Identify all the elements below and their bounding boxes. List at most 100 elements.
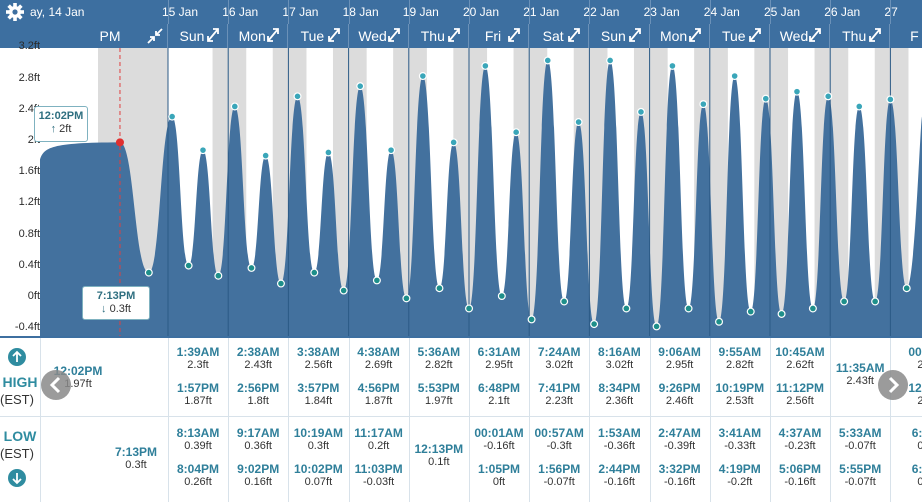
high-tide-point[interactable]: [261, 151, 270, 160]
day-tab[interactable]: Mon: [227, 24, 287, 48]
high-tide-point[interactable]: [761, 94, 770, 103]
low-tide-point[interactable]: [497, 292, 506, 301]
low-tide-point[interactable]: [777, 309, 786, 318]
scroll-down-icon[interactable]: [7, 468, 27, 488]
low-tide-point[interactable]: [339, 286, 348, 295]
expand-icon[interactable]: [326, 26, 342, 44]
date-separator: [770, 0, 771, 24]
low-tide-point[interactable]: [144, 268, 153, 277]
scroll-up-icon[interactable]: [7, 347, 27, 367]
day-tab[interactable]: Wed: [769, 24, 829, 48]
date-separator: [649, 0, 651, 24]
high-tide-point[interactable]: [574, 118, 583, 127]
date-separator: [228, 0, 230, 24]
high-tide-point[interactable]: [699, 100, 708, 109]
low-tide-point[interactable]: [590, 320, 599, 329]
tide-time: 5:33AM: [838, 426, 882, 440]
high-tide-point[interactable]: [824, 92, 833, 101]
day-tab[interactable]: F: [889, 24, 922, 48]
low-tide-point[interactable]: [840, 297, 849, 306]
low-tide-point[interactable]: [310, 268, 319, 277]
day-tab[interactable]: Mon: [648, 24, 709, 48]
expand-icon[interactable]: [807, 26, 823, 44]
low-tide-point[interactable]: [808, 304, 817, 313]
settings-gear-icon[interactable]: [4, 2, 26, 22]
low-tide-point[interactable]: [871, 297, 880, 306]
low-tooltip-height: 0.3ft: [109, 303, 131, 315]
day-tab[interactable]: Fri: [468, 24, 528, 48]
high-tide-point[interactable]: [418, 72, 427, 81]
tide-time: 10:02PM: [294, 462, 343, 476]
collapse-icon[interactable]: [146, 27, 164, 45]
day-tab[interactable]: Sun: [588, 24, 648, 48]
table-column-divider: [770, 338, 771, 502]
high-tide-point[interactable]: [886, 95, 895, 104]
day-tab[interactable]: Wed: [347, 24, 408, 48]
expand-icon[interactable]: [446, 26, 462, 44]
low-tide-cell: 8:13AM 0.39ft: [168, 426, 228, 453]
expand-icon[interactable]: [747, 26, 763, 44]
expand-icon[interactable]: [566, 26, 582, 44]
low-tide-point[interactable]: [684, 304, 693, 313]
high-tide-point[interactable]: [356, 82, 365, 91]
day-tab[interactable]: Tue: [708, 24, 769, 48]
low-tide-cell: 5:33AM -0.07ft: [830, 426, 890, 453]
low-tide-point[interactable]: [247, 263, 256, 272]
low-tide-point[interactable]: [622, 304, 631, 313]
low-tide-point[interactable]: [465, 304, 474, 313]
expand-icon[interactable]: [867, 26, 883, 44]
table-column-divider: [408, 338, 410, 502]
high-tide-point[interactable]: [730, 72, 739, 81]
tide-time: 4:19PM: [718, 462, 761, 476]
high-tide-point[interactable]: [481, 61, 490, 70]
day-tab[interactable]: Thu: [407, 24, 468, 48]
day-tab[interactable]: Sun: [167, 24, 227, 48]
low-tide-point[interactable]: [214, 271, 223, 280]
low-tide-point[interactable]: [372, 276, 381, 285]
expand-icon[interactable]: [265, 26, 281, 44]
high-tide-point[interactable]: [449, 138, 458, 147]
low-tide-cell: 5:55PM -0.07ft: [830, 462, 890, 489]
low-tide-point[interactable]: [435, 284, 444, 293]
high-tide-point[interactable]: [512, 128, 521, 137]
expand-icon[interactable]: [386, 26, 402, 44]
low-tide-point[interactable]: [902, 284, 911, 293]
low-tide-point[interactable]: [715, 317, 724, 326]
high-tide-point[interactable]: [855, 102, 864, 111]
tide-height: 2.23ft: [545, 395, 573, 407]
high-tide-cell: 2:38AM 2.43ft: [228, 345, 288, 372]
low-tide-point[interactable]: [527, 315, 536, 324]
low-tide-point[interactable]: [652, 322, 661, 331]
high-tide-point[interactable]: [293, 92, 302, 101]
expand-icon[interactable]: [205, 26, 221, 44]
day-tab[interactable]: Tue: [287, 24, 347, 48]
scroll-left-button[interactable]: [41, 370, 71, 400]
low-tide-point[interactable]: [184, 261, 193, 270]
day-tab[interactable]: Thu: [829, 24, 889, 48]
day-tab[interactable]: Sat: [528, 24, 588, 48]
high-tide-point[interactable]: [636, 107, 645, 116]
high-tide-point[interactable]: [387, 146, 396, 155]
high-tide-point[interactable]: [606, 56, 615, 65]
table-column-divider: [168, 338, 169, 502]
high-tide-point[interactable]: [792, 87, 801, 96]
high-tide-point[interactable]: [543, 56, 552, 65]
low-tide-point[interactable]: [402, 294, 411, 303]
low-tide-point[interactable]: [560, 297, 569, 306]
low-tide-point[interactable]: [276, 279, 285, 288]
current-tide-tooltip: 12:02PM ↑ 2ft: [34, 106, 88, 142]
high-tide-point[interactable]: [198, 146, 207, 155]
expand-icon[interactable]: [627, 26, 643, 44]
high-tide-point[interactable]: [230, 102, 239, 111]
low-tide-point[interactable]: [746, 307, 755, 316]
day-label: Wed: [358, 28, 387, 44]
high-tide-point[interactable]: [668, 61, 677, 70]
scroll-right-button[interactable]: [878, 370, 908, 400]
tide-height: 1.87ft: [364, 395, 393, 407]
high-tide-point[interactable]: [168, 112, 177, 121]
high-tide-point[interactable]: [324, 148, 333, 157]
tooltip-time: 12:02PM: [38, 110, 84, 122]
expand-icon[interactable]: [687, 26, 703, 44]
expand-icon[interactable]: [506, 26, 522, 44]
low-tide-cell: 2:47AM -0.39ft: [650, 426, 710, 453]
